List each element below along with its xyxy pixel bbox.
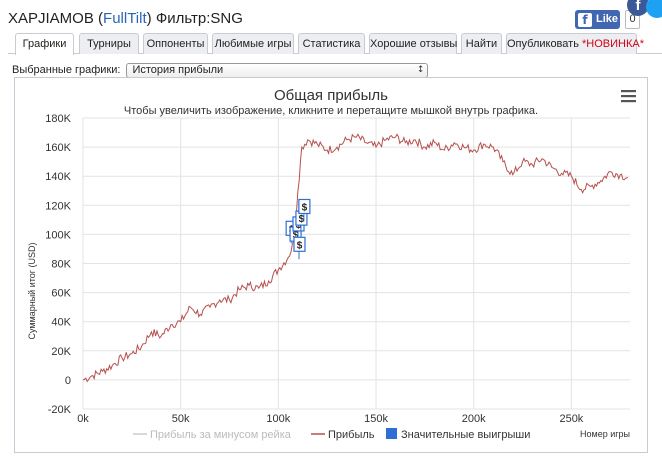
legend-label-rake: Прибыль за минусом рейка xyxy=(150,429,292,441)
y-tick-label: -20K xyxy=(48,404,72,416)
x-axis-label: Номер игры xyxy=(580,429,630,439)
svg-text:$: $ xyxy=(302,202,308,213)
page-header: XAPJIAMOB (FullTilt) Фильтр:SNG f Like 0… xyxy=(0,0,662,34)
y-tick-label: 60K xyxy=(51,288,71,300)
big-win-flag[interactable]: $ xyxy=(298,198,311,222)
profit-chart[interactable]: -20K 0 20K 40K 60K 80K 100K 120K 140K 160K 180K 0k 5… xyxy=(15,78,647,452)
like-label: Like xyxy=(596,13,619,25)
axes: -20K 0 20K 40K 60K 80K 100K 120K 140K 160K 180K 0k 5… xyxy=(45,113,584,425)
legend: Прибыль за минусом рейка Прибыль Значитель… xyxy=(133,428,530,441)
grid-lines xyxy=(82,117,630,410)
tab-opponents[interactable]: Оппоненты xyxy=(143,33,208,54)
new-badge: *НОВИНКА* xyxy=(582,38,644,50)
tab-favorite-games[interactable]: Любимые игры xyxy=(212,33,294,54)
y-tick-label: 0 xyxy=(65,375,71,387)
big-wins-layer: $$$$$$ xyxy=(285,198,311,260)
selector-label: Выбранные графики: xyxy=(12,64,121,76)
player-title: XAPJIAMOB (FullTilt) Фильтр:SNG xyxy=(8,10,243,27)
chart-subtitle: Чтобы увеличить изображение, кликните и … xyxy=(124,105,538,117)
tab-statistics[interactable]: Статистика xyxy=(298,33,365,54)
tab-good-reviews[interactable]: Хорошие отзывы xyxy=(369,33,457,54)
y-tick-label: 140K xyxy=(45,171,71,183)
y-tick-label: 80K xyxy=(51,259,71,271)
svg-text:$: $ xyxy=(293,230,299,241)
tab-bar: Графики Турниры Оппоненты Любимые игры С… xyxy=(8,33,662,55)
legend-label-profit: Прибыль xyxy=(328,429,375,441)
y-tick-label: 20K xyxy=(51,346,71,358)
filter-label: Фильтр: xyxy=(155,10,211,27)
y-tick-label: 180K xyxy=(45,113,71,125)
select-arrows-icon: ↕ xyxy=(416,64,425,75)
player-name: XAPJIAMOB xyxy=(8,10,94,27)
legend-label-big-wins: Значительные выигрыши xyxy=(401,429,530,441)
chart-selector-row: Выбранные графики: История прибыли ↕ xyxy=(12,62,429,78)
tab-tournaments[interactable]: Турниры xyxy=(79,33,139,54)
series-layer xyxy=(82,133,629,383)
svg-text:$: $ xyxy=(299,214,305,225)
tab-charts[interactable]: Графики xyxy=(15,33,74,55)
y-tick-label: 100K xyxy=(45,229,71,241)
x-tick-label: 0k xyxy=(77,413,89,425)
x-tick-label: 250k xyxy=(559,413,583,425)
tab-search[interactable]: Найти xyxy=(461,33,502,54)
chart-title: Общая прибыль xyxy=(274,87,388,104)
twitter-share-icon[interactable] xyxy=(646,0,662,18)
tab-publish[interactable]: Опубликовать *НОВИНКА* xyxy=(506,33,644,54)
legend-item-rake[interactable]: Прибыль за минусом рейка xyxy=(133,429,292,441)
facebook-icon: f xyxy=(578,12,592,27)
hamburger-menu-icon[interactable] xyxy=(621,90,636,103)
legend-item-profit[interactable]: Прибыль xyxy=(311,429,375,441)
facebook-like-button[interactable]: f Like xyxy=(575,10,620,29)
chart-panel[interactable]: -20K 0 20K 40K 60K 80K 100K 120K 140K 160K 180K 0k 5… xyxy=(14,77,648,453)
legend-item-big-wins[interactable]: Значительные выигрыши xyxy=(386,428,530,441)
x-tick-label: 100k xyxy=(266,413,290,425)
filter-value: SNG xyxy=(210,10,243,27)
x-tick-label: 50k xyxy=(172,413,190,425)
x-tick-label: 200k xyxy=(462,413,486,425)
x-tick-label: 150k xyxy=(364,413,388,425)
series-line-profit xyxy=(82,133,629,383)
chart-select-value: История прибыли xyxy=(132,63,224,76)
site-link[interactable]: FullTilt xyxy=(103,10,147,27)
svg-text:$: $ xyxy=(297,240,303,251)
big-win-flag[interactable]: $ xyxy=(293,236,306,260)
y-tick-label: 40K xyxy=(51,317,71,329)
chart-select[interactable]: История прибыли ↕ xyxy=(126,62,429,78)
y-tick-label: 120K xyxy=(45,200,71,212)
y-tick-label: 160K xyxy=(45,142,71,154)
facebook-share-icon[interactable]: f xyxy=(627,0,649,16)
y-axis-label: Суммарный итог (USD) xyxy=(27,242,37,339)
